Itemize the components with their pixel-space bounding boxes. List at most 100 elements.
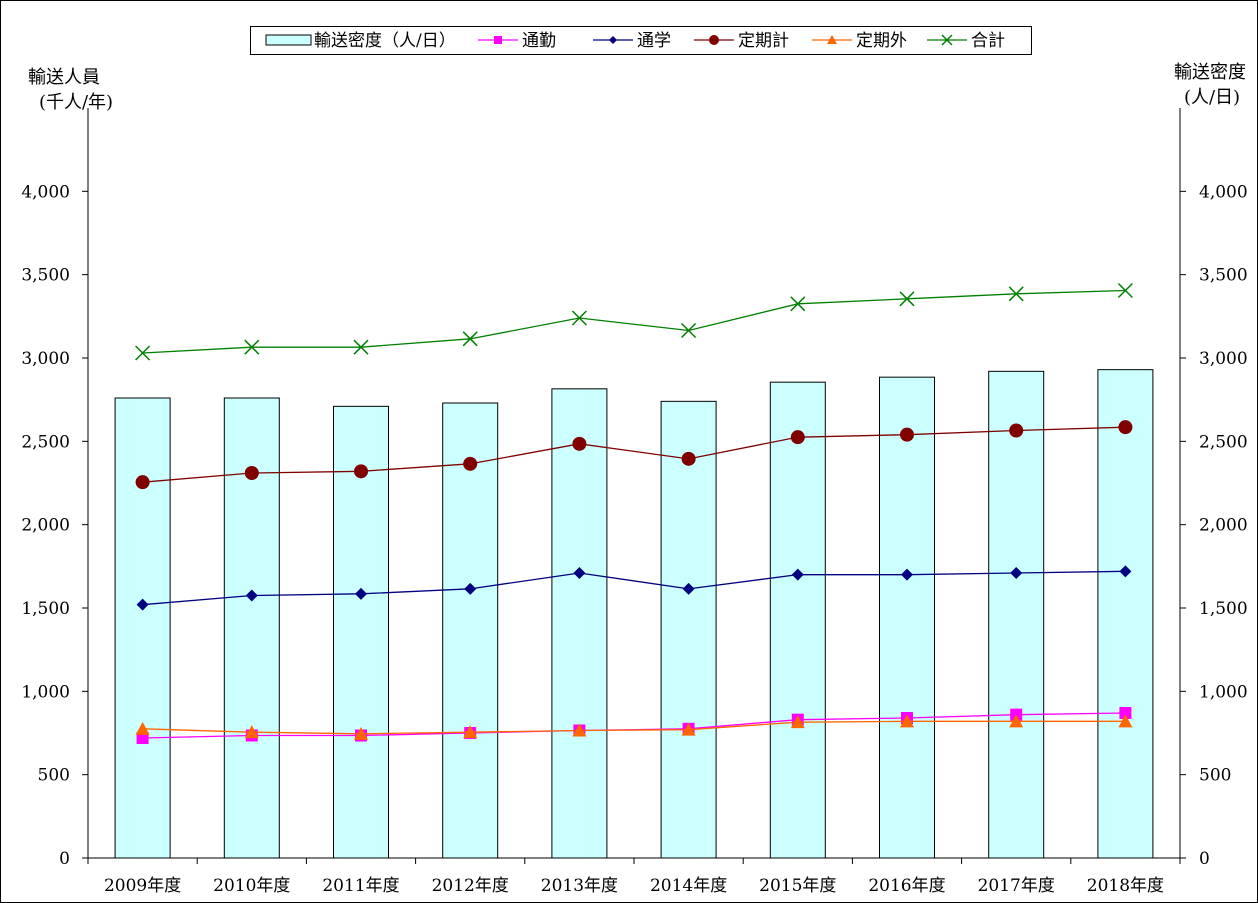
bar-2009年度 <box>114 397 171 859</box>
point-定期計-2016年度 <box>900 427 914 442</box>
legend-marker <box>941 34 953 46</box>
point-通学-2017年度 <box>1010 567 1023 579</box>
point-定期計-2012年度 <box>463 456 478 471</box>
point-合計-2010年度 <box>244 339 260 355</box>
point-通学-2018年度 <box>1119 565 1132 578</box>
right-tick-label: 0 <box>1199 849 1210 869</box>
right-tick-label: 500 <box>1199 766 1231 786</box>
left-tick-label: 500 <box>38 766 70 786</box>
bar-2013年度 <box>551 388 608 859</box>
bar-2014年度 <box>660 400 717 859</box>
right-tick-label: 2,500 <box>1199 432 1248 452</box>
left-tick-label: 2,500 <box>21 432 70 452</box>
legend-label: 定期計 <box>738 31 789 51</box>
lines-layer <box>135 282 1133 744</box>
legend-bar-swatch <box>265 34 312 46</box>
legend-label: 輸送密度（人/日） <box>314 31 456 51</box>
point-通学-2012年度 <box>464 582 477 595</box>
point-定期計-2009年度 <box>135 475 150 490</box>
point-定期計-2010年度 <box>244 466 259 480</box>
point-合計-2011年度 <box>353 339 369 355</box>
bar-2011年度 <box>333 405 389 859</box>
x-tick-label: 2015年度 <box>759 876 836 896</box>
legend-marker <box>709 35 719 45</box>
left-tick-label: 4,000 <box>21 182 70 202</box>
series-line <box>142 720 1126 735</box>
right-tick-label: 3,000 <box>1199 349 1248 369</box>
point-通勤-2018年度 <box>1119 707 1132 719</box>
legend: 輸送密度（人/日） 通勤 通学 定期計 定期外 合計 <box>250 26 1032 55</box>
point-定期計-2018年度 <box>1118 420 1133 435</box>
legend-marker <box>609 36 617 44</box>
x-tick-label: 2011年度 <box>322 876 399 896</box>
series-定期計 <box>135 420 1133 490</box>
series-通学 <box>136 565 1132 611</box>
point-定期外-2013年度 <box>572 723 587 737</box>
point-合計-2014年度 <box>681 322 697 339</box>
bar-2015年度 <box>769 381 826 859</box>
x-tick-label: 2016年度 <box>868 876 945 896</box>
point-合計-2013年度 <box>571 310 587 326</box>
left-tick-label: 3,000 <box>21 349 70 369</box>
point-定期外-2012年度 <box>463 725 478 739</box>
point-通学-2010年度 <box>245 589 258 602</box>
series-line <box>142 570 1126 606</box>
point-定期外-2017年度 <box>1009 714 1024 728</box>
point-定期外-2018年度 <box>1118 714 1133 728</box>
left-tick-label: 2,000 <box>21 516 70 536</box>
point-合計-2015年度 <box>790 296 806 312</box>
point-定期外-2015年度 <box>790 715 805 729</box>
point-通学-2011年度 <box>355 587 367 600</box>
left-tick-label: 1,500 <box>21 599 70 619</box>
bar-2018年度 <box>1097 369 1154 859</box>
right-tick-label: 3,500 <box>1199 266 1248 286</box>
point-合計-2018年度 <box>1117 282 1133 299</box>
right-axis-title-line2: (人/日) <box>1184 87 1240 108</box>
point-合計-2012年度 <box>462 331 478 347</box>
point-定期外-2010年度 <box>244 725 259 739</box>
x-tick-label: 2012年度 <box>432 876 509 896</box>
point-定期外-2009年度 <box>135 721 150 735</box>
x-tick-label: 2014年度 <box>650 876 727 896</box>
right-tick-label: 1,000 <box>1199 682 1248 702</box>
legend-label: 通学 <box>637 31 671 51</box>
bar-2016年度 <box>879 376 935 859</box>
right-tick-label: 4,000 <box>1199 182 1248 202</box>
point-合計-2016年度 <box>899 291 915 307</box>
point-通学-2014年度 <box>682 582 695 595</box>
x-tick-label: 2013年度 <box>541 876 618 896</box>
legend-marker <box>494 36 502 44</box>
point-通学-2009年度 <box>136 598 149 611</box>
point-定期外-2016年度 <box>900 714 914 728</box>
point-定期計-2014年度 <box>681 451 696 466</box>
point-通学-2013年度 <box>573 567 586 579</box>
legend-box <box>250 26 1032 55</box>
right-axis-title-line1: 輸送密度 <box>1174 62 1246 83</box>
series-line <box>142 426 1126 483</box>
bar-2012年度 <box>442 402 499 859</box>
point-定期外-2014年度 <box>681 722 696 736</box>
point-定期計-2017年度 <box>1009 423 1024 438</box>
point-定期外-2011年度 <box>354 726 368 740</box>
right-tick-label: 1,500 <box>1199 599 1248 619</box>
legend-label: 通勤 <box>522 31 556 51</box>
bar-2017年度 <box>988 370 1045 859</box>
x-tick-label: 2010年度 <box>213 876 290 896</box>
left-tick-label: 3,500 <box>21 266 70 286</box>
point-通学-2016年度 <box>901 568 913 581</box>
x-tick-label: 2009年度 <box>104 876 181 896</box>
left-axis-title-line1: 輸送人員 <box>28 67 100 88</box>
legend-label: 定期外 <box>856 31 907 51</box>
left-tick-label: 1,000 <box>21 682 70 702</box>
point-定期計-2013年度 <box>572 436 587 451</box>
right-tick-label: 2,000 <box>1199 516 1248 536</box>
x-tick-label: 2018年度 <box>1087 876 1164 896</box>
point-合計-2009年度 <box>135 345 151 361</box>
legend-marker <box>827 35 837 44</box>
axes-layer: 0 500 1,000 1,500 2,000 2,500 3,000 3,500 4,000 0… <box>21 108 1248 896</box>
series-line <box>142 289 1126 354</box>
left-tick-label: 0 <box>59 849 70 869</box>
point-定期計-2015年度 <box>790 430 805 445</box>
